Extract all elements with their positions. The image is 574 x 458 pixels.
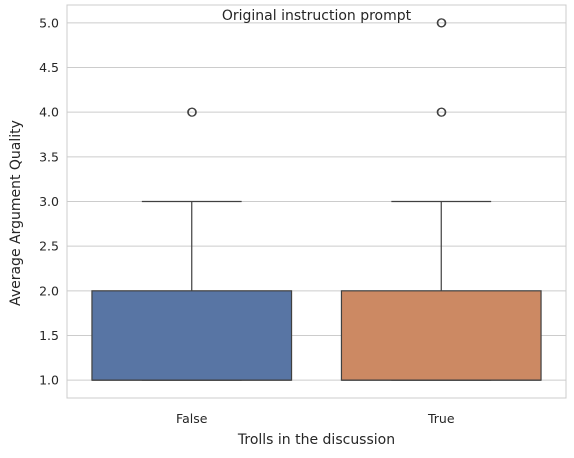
x-axis-label: Trolls in the discussion [237,432,395,448]
y-tick-label: 1.0 [39,373,59,388]
y-tick-label: 4.0 [39,105,59,120]
x-axis-ticks: False True [176,411,455,426]
box-group-false [91,107,293,381]
y-tick-label: 2.0 [39,283,59,298]
box-group-true [340,18,542,381]
y-tick-label: 4.5 [39,60,59,75]
y-tick-label: 3.0 [39,194,59,209]
iqr-box [340,290,542,381]
y-tick-label: 5.0 [39,15,59,30]
y-axis-label: Average Argument Quality [8,120,24,306]
x-tick-label: False [176,411,208,426]
y-tick-label: 1.5 [39,328,59,343]
iqr-box [91,290,293,381]
y-tick-label: 3.5 [39,149,59,164]
plot-area-frame [66,4,567,399]
outlier-point [437,107,447,117]
chart-title: Original instruction prompt [222,8,412,24]
outlier-point [437,18,447,28]
x-tick-label: True [427,411,455,426]
outlier-point [187,107,197,117]
y-tick-label: 2.5 [39,239,59,254]
y-axis-ticks: 1.0 1.5 2.0 2.5 3.0 3.5 4.0 4.5 5.0 [39,15,59,387]
boxes-layer [91,18,542,381]
